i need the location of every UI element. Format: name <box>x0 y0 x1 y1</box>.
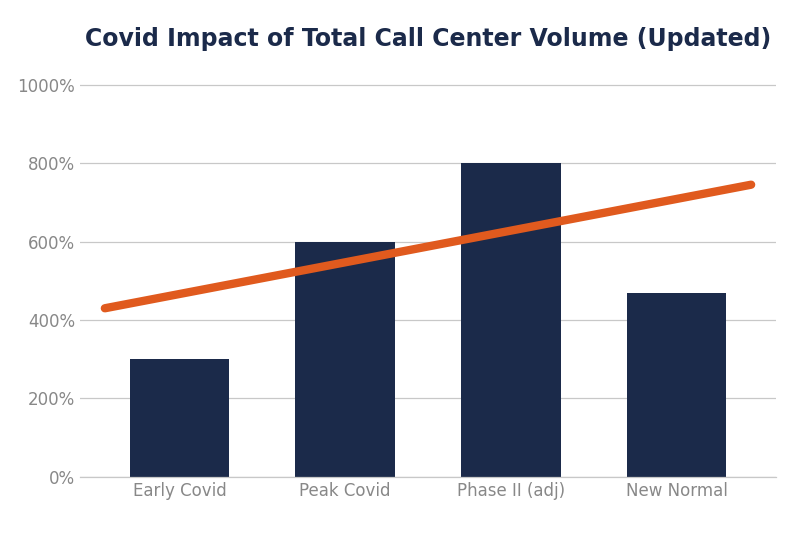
Bar <box>130 359 229 477</box>
Bar <box>461 163 561 477</box>
Title: Covid Impact of Total Call Center Volume (Updated): Covid Impact of Total Call Center Volume… <box>85 27 771 50</box>
Bar <box>295 242 395 477</box>
Bar <box>627 293 726 477</box>
